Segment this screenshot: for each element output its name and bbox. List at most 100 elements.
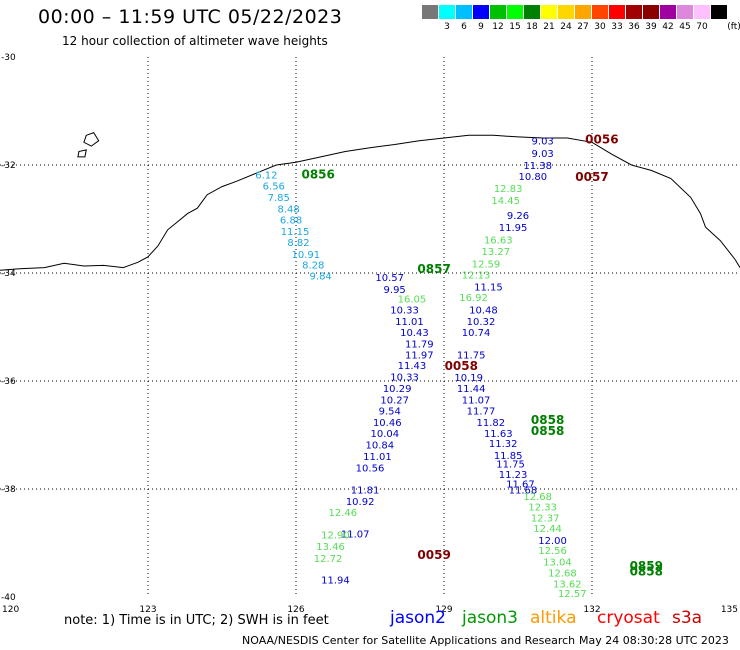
swh-reading-jason2: 10.84 xyxy=(366,441,395,452)
swh-reading-jason2: 10.43 xyxy=(400,328,429,339)
swh-reading-jason3: 12.83 xyxy=(494,184,523,195)
footnote: note: 1) Time is in UTC; 2) SWH is in fe… xyxy=(64,613,329,628)
scale-swatch xyxy=(643,5,659,19)
swh-reading-jason2-low: 11.15 xyxy=(281,227,310,238)
lon-tick-label: 126 xyxy=(287,605,304,615)
swh-reading-jason2: 10.56 xyxy=(356,464,385,475)
scale-label: 12 xyxy=(492,22,504,32)
swh-reading-jason3: 13.04 xyxy=(543,558,572,569)
scale-label: 3 xyxy=(444,22,450,32)
swh-reading-jason2: 10.27 xyxy=(380,396,409,407)
scale-swatch xyxy=(694,5,710,19)
scale-swatch xyxy=(575,5,591,19)
swh-reading-jason2: 9.95 xyxy=(384,285,406,296)
swh-reading-jason2: 11.77 xyxy=(467,406,496,417)
swh-reading-jason2: 11.81 xyxy=(351,485,380,496)
scale-swatch xyxy=(626,5,642,19)
scale-label: 9 xyxy=(478,22,484,32)
swh-reading-jason2-low: 8.48 xyxy=(277,205,299,216)
lat-tick-label: -40 xyxy=(1,593,16,603)
lon-tick-label: 135 xyxy=(721,605,738,615)
swh-reading-jason2: 10.57 xyxy=(375,273,404,284)
legend-altika: altika xyxy=(530,608,577,628)
scale-label: 27 xyxy=(577,22,589,32)
lat-tick-label: -30 xyxy=(1,53,16,63)
swh-reading-jason2: 11.07 xyxy=(341,530,370,541)
scale-swatch xyxy=(422,5,438,19)
swh-reading-jason3: 12.33 xyxy=(528,503,557,514)
scale-label: 24 xyxy=(560,22,572,32)
swh-reading-jason3: 12.68 xyxy=(548,568,577,579)
scale-label: 15 xyxy=(509,22,521,32)
swh-reading-jason3: 12.72 xyxy=(314,554,343,565)
swh-reading-jason2: 12.00 xyxy=(538,536,567,547)
swh-reading-jason2: 10.80 xyxy=(518,172,547,183)
pass-time-label: 0857 xyxy=(417,262,450,276)
swh-reading-jason2-low: 6.88 xyxy=(280,215,302,226)
scale-label: 21 xyxy=(543,22,555,32)
swh-reading-jason2: 9.03 xyxy=(532,149,554,160)
scale-label: 45 xyxy=(679,22,691,32)
swh-reading-jason3: 13.27 xyxy=(481,247,510,258)
swh-reading-jason2: 11.43 xyxy=(398,361,427,372)
swh-reading-jason3: 12.57 xyxy=(558,589,587,600)
swh-reading-jason3: 13.62 xyxy=(553,579,582,590)
swh-reading-jason2: 11.85 xyxy=(494,451,523,462)
pass-time-label: 0858 xyxy=(531,413,564,427)
scale-swatch xyxy=(439,5,455,19)
swh-reading-jason2: 10.32 xyxy=(467,317,496,328)
swh-reading-jason2: 11.32 xyxy=(489,439,518,450)
scale-swatch xyxy=(592,5,608,19)
scale-swatch xyxy=(677,5,693,19)
lat-tick-label: -34 xyxy=(1,269,16,279)
swh-reading-jason3: 12.46 xyxy=(329,508,358,519)
legend-cryosat: cryosat xyxy=(597,608,660,628)
pass-time-label: 0056 xyxy=(585,132,618,146)
scale-unit: (ft) xyxy=(727,22,740,32)
island-outline xyxy=(77,149,87,158)
swh-reading-jason3: 16.05 xyxy=(398,295,427,306)
scale-label: 36 xyxy=(628,22,640,32)
swh-reading-jason2: 10.29 xyxy=(383,384,412,395)
swh-reading-jason2: 11.38 xyxy=(523,161,552,172)
swh-reading-jason2: 10.19 xyxy=(454,373,483,384)
credit-line: NOAA/NESDIS Center for Satellite Applica… xyxy=(242,634,576,647)
lon-tick-label: 129 xyxy=(435,605,452,615)
pass-time-label: 0057 xyxy=(575,170,608,184)
swh-reading-jason2: 9.54 xyxy=(379,406,401,417)
swh-reading-jason2: 11.01 xyxy=(395,317,424,328)
swh-reading-jason2-low: 8.82 xyxy=(287,238,309,249)
swh-reading-jason2: 11.97 xyxy=(405,350,434,361)
swh-reading-jason2: 11.82 xyxy=(477,418,506,429)
scale-swatch xyxy=(660,5,676,19)
pass-time-label: 0859 xyxy=(630,559,663,573)
scale-swatch xyxy=(609,5,625,19)
lon-tick-label: 123 xyxy=(139,605,156,615)
scale-label: 33 xyxy=(611,22,623,32)
scale-swatch xyxy=(524,5,540,19)
lon-tick-label: 132 xyxy=(583,605,600,615)
swh-reading-jason2: 11.15 xyxy=(474,282,503,293)
swh-reading-jason2: 10.33 xyxy=(390,306,419,317)
swh-reading-jason2: 11.07 xyxy=(462,396,491,407)
swh-reading-jason2: 11.23 xyxy=(499,470,528,481)
scale-label: 39 xyxy=(645,22,657,32)
swh-reading-jason3: 12.44 xyxy=(533,524,562,535)
swh-reading-jason2: 11.75 xyxy=(496,459,525,470)
swh-reading-jason2: 10.33 xyxy=(390,372,419,383)
map-subtitle: 12 hour collection of altimeter wave hei… xyxy=(62,34,328,48)
lat-tick-label: -36 xyxy=(1,377,16,387)
swh-reading-jason2: 10.48 xyxy=(469,306,498,317)
swh-reading-jason2: 10.92 xyxy=(346,497,375,508)
scale-swatch xyxy=(541,5,557,19)
swh-reading-jason2-low: 10.91 xyxy=(292,250,321,261)
pass-time-label: 0058 xyxy=(445,359,478,373)
swh-reading-jason2: 9.26 xyxy=(507,211,529,222)
swh-reading-jason3: 12.13 xyxy=(462,270,491,281)
scale-swatch xyxy=(473,5,489,19)
swh-reading-jason2: 10.74 xyxy=(462,328,491,339)
scale-swatch xyxy=(507,5,523,19)
swh-reading-jason3: 12.37 xyxy=(531,513,560,524)
swh-reading-jason2-low: 9.84 xyxy=(310,271,332,282)
